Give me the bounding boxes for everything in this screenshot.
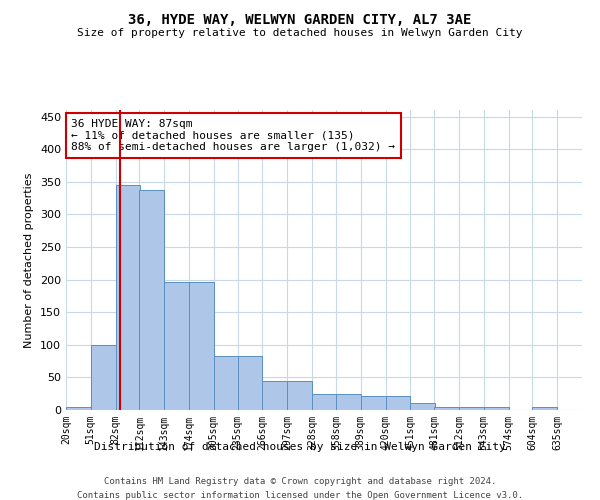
Y-axis label: Number of detached properties: Number of detached properties [25,172,34,348]
Bar [116,185,140,410]
Text: Size of property relative to detached houses in Welwyn Garden City: Size of property relative to detached ho… [77,28,523,38]
Text: Contains HM Land Registry data © Crown copyright and database right 2024.: Contains HM Land Registry data © Crown c… [104,478,496,486]
Text: 36 HYDE WAY: 87sqm
← 11% of detached houses are smaller (135)
88% of semi-detach: 36 HYDE WAY: 87sqm ← 11% of detached hou… [71,119,395,152]
Text: Distribution of detached houses by size in Welwyn Garden City: Distribution of detached houses by size … [94,442,506,452]
Text: 36, HYDE WAY, WELWYN GARDEN CITY, AL7 3AE: 36, HYDE WAY, WELWYN GARDEN CITY, AL7 3A… [128,12,472,26]
Bar [532,408,557,410]
Bar [189,282,214,410]
Bar [484,408,509,410]
Text: Contains public sector information licensed under the Open Government Licence v3: Contains public sector information licen… [77,491,523,500]
Bar [287,382,312,410]
Bar [361,396,386,410]
Bar [459,408,484,410]
Bar [164,282,189,410]
Bar [410,404,435,410]
Bar [214,356,239,410]
Bar [91,345,116,410]
Bar [66,406,91,410]
Bar [262,382,287,410]
Bar [336,394,361,410]
Bar [139,190,164,410]
Bar [386,396,410,410]
Bar [434,406,459,410]
Bar [312,394,337,410]
Bar [238,356,262,410]
